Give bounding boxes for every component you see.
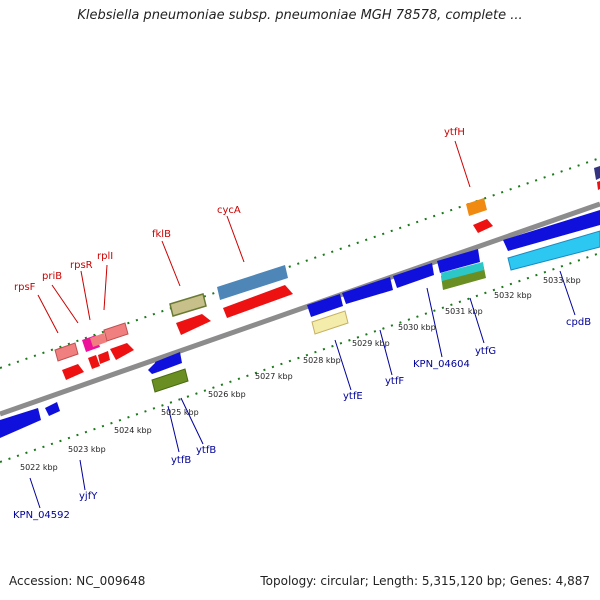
gene-edge[interactable] [594, 166, 600, 180]
gene-label-ytfB[interactable]: ytfB [171, 455, 191, 466]
gene-label-priB[interactable]: priB [42, 271, 62, 282]
axis-label: 5028 kbp [303, 356, 341, 365]
gene-edge-cds[interactable] [597, 181, 600, 190]
label-leader-lines [29, 140, 576, 509]
gene-cpdB-2[interactable] [507, 230, 600, 271]
gene-KPN_04592[interactable] [0, 408, 41, 438]
gene-ytfF[interactable] [342, 277, 393, 304]
leader-ytfB-2 [180, 397, 204, 445]
gene-ytfB-a[interactable] [148, 362, 158, 374]
axis-label: 5026 kbp [208, 390, 246, 399]
gene-ytfE-2[interactable] [311, 310, 349, 335]
gene-fklB-cds[interactable] [176, 314, 211, 335]
leader-rplI [103, 264, 108, 311]
gene-rpsF-cds[interactable] [62, 364, 84, 380]
gene-label-yjfY[interactable]: yjfY [79, 491, 98, 502]
leader-priB [51, 284, 79, 324]
gene-label-rpsR[interactable]: rpsR [70, 260, 93, 271]
gene-label-cpdB[interactable]: cpdB [566, 317, 591, 328]
gene-label-ytfG[interactable]: ytfG [475, 346, 496, 357]
gene-small-rev[interactable] [45, 402, 60, 416]
gene-ytfE[interactable] [307, 294, 343, 317]
leader-KPN_04592 [29, 477, 41, 509]
gene-rpsR-cds[interactable] [98, 351, 110, 364]
forward-genes [54, 166, 600, 380]
gene-ytfB[interactable] [155, 352, 182, 372]
forward-gene-labels: rpsF priB rpsR rplI fklB cycA ytfH [14, 127, 465, 293]
axis-label: 5027 kbp [255, 372, 293, 381]
gene-label-ytfB-2[interactable]: ytfB [196, 445, 216, 456]
gene-ytfB-2[interactable] [151, 368, 189, 393]
gene-rplI-cds[interactable] [110, 343, 134, 360]
gene-KPN_04604[interactable] [393, 263, 434, 288]
leader-cycA [226, 215, 245, 263]
reverse-gene-labels: KPN_04592 yjfY ytfB ytfB ytfE ytfF KPN_0… [13, 317, 591, 521]
leader-rpsF [37, 294, 59, 334]
axis-label: 5023 kbp [68, 445, 106, 454]
gene-ytfH-cds[interactable] [473, 219, 493, 233]
gene-fklB[interactable] [169, 293, 207, 317]
leader-yjfY [79, 459, 86, 491]
leader-ytfE [334, 339, 352, 391]
axis-label: 5022 kbp [20, 463, 58, 472]
leader-ytfG [469, 297, 485, 344]
gene-label-ytfH[interactable]: ytfH [444, 127, 465, 138]
accession-label: Accession: [9, 574, 73, 588]
axis-label: 5024 kbp [114, 426, 152, 435]
axis-label: 5029 kbp [352, 339, 390, 348]
axis-labels: 5022 kbp 5023 kbp 5024 kbp 5025 kbp 5026… [20, 276, 581, 472]
gene-ytfG-band[interactable] [441, 262, 484, 281]
leader-KPN_04604 [426, 287, 443, 358]
axis-label: 5033 kbp [543, 276, 581, 285]
reverse-genes [0, 210, 600, 438]
gene-label-ytfE[interactable]: ytfE [343, 391, 363, 402]
map-title: Klebsiella pneumoniae subsp. pneumoniae … [77, 8, 523, 23]
gene-label-fklB[interactable]: fklB [152, 229, 171, 240]
accession-footer: Accession: NC_009648 [9, 574, 145, 588]
gene-cycA[interactable] [217, 265, 288, 300]
axis-label: 5030 kbp [398, 323, 436, 332]
gene-label-KPN_04604[interactable]: KPN_04604 [413, 359, 470, 370]
axis-label: 5031 kbp [445, 307, 483, 316]
axis-label: 5032 kbp [494, 291, 532, 300]
gene-cycA-cds[interactable] [223, 285, 293, 318]
gene-label-KPN_04592[interactable]: KPN_04592 [13, 510, 70, 521]
gene-rpsF[interactable] [54, 342, 79, 362]
gene-cpdB[interactable] [503, 210, 600, 251]
accession-value: NC_009648 [76, 574, 146, 588]
gene-label-rplI[interactable]: rplI [97, 251, 113, 262]
leader-cpdB [559, 270, 576, 316]
gene-label-ytfF[interactable]: ytfF [385, 376, 404, 387]
gene-ytfH[interactable] [466, 198, 487, 216]
axis-label: 5025 kbp [161, 408, 199, 417]
leader-ytfH [454, 140, 471, 188]
leader-rpsR [80, 270, 91, 321]
leader-ytfB-1 [167, 405, 180, 453]
gene-rpsR[interactable] [90, 333, 107, 347]
gene-ytfG-a[interactable] [437, 249, 480, 273]
gene-label-cycA[interactable]: cycA [217, 205, 241, 216]
leader-fklB [161, 240, 181, 287]
topology-footer: Topology: circular; Length: 5,315,120 bp… [260, 574, 590, 588]
gene-rplI[interactable] [103, 322, 129, 342]
leader-ytfF [379, 329, 393, 376]
gene-label-rpsF[interactable]: rpsF [14, 282, 36, 293]
gene-priB-cds[interactable] [88, 355, 100, 369]
genome-backbone [0, 201, 600, 417]
